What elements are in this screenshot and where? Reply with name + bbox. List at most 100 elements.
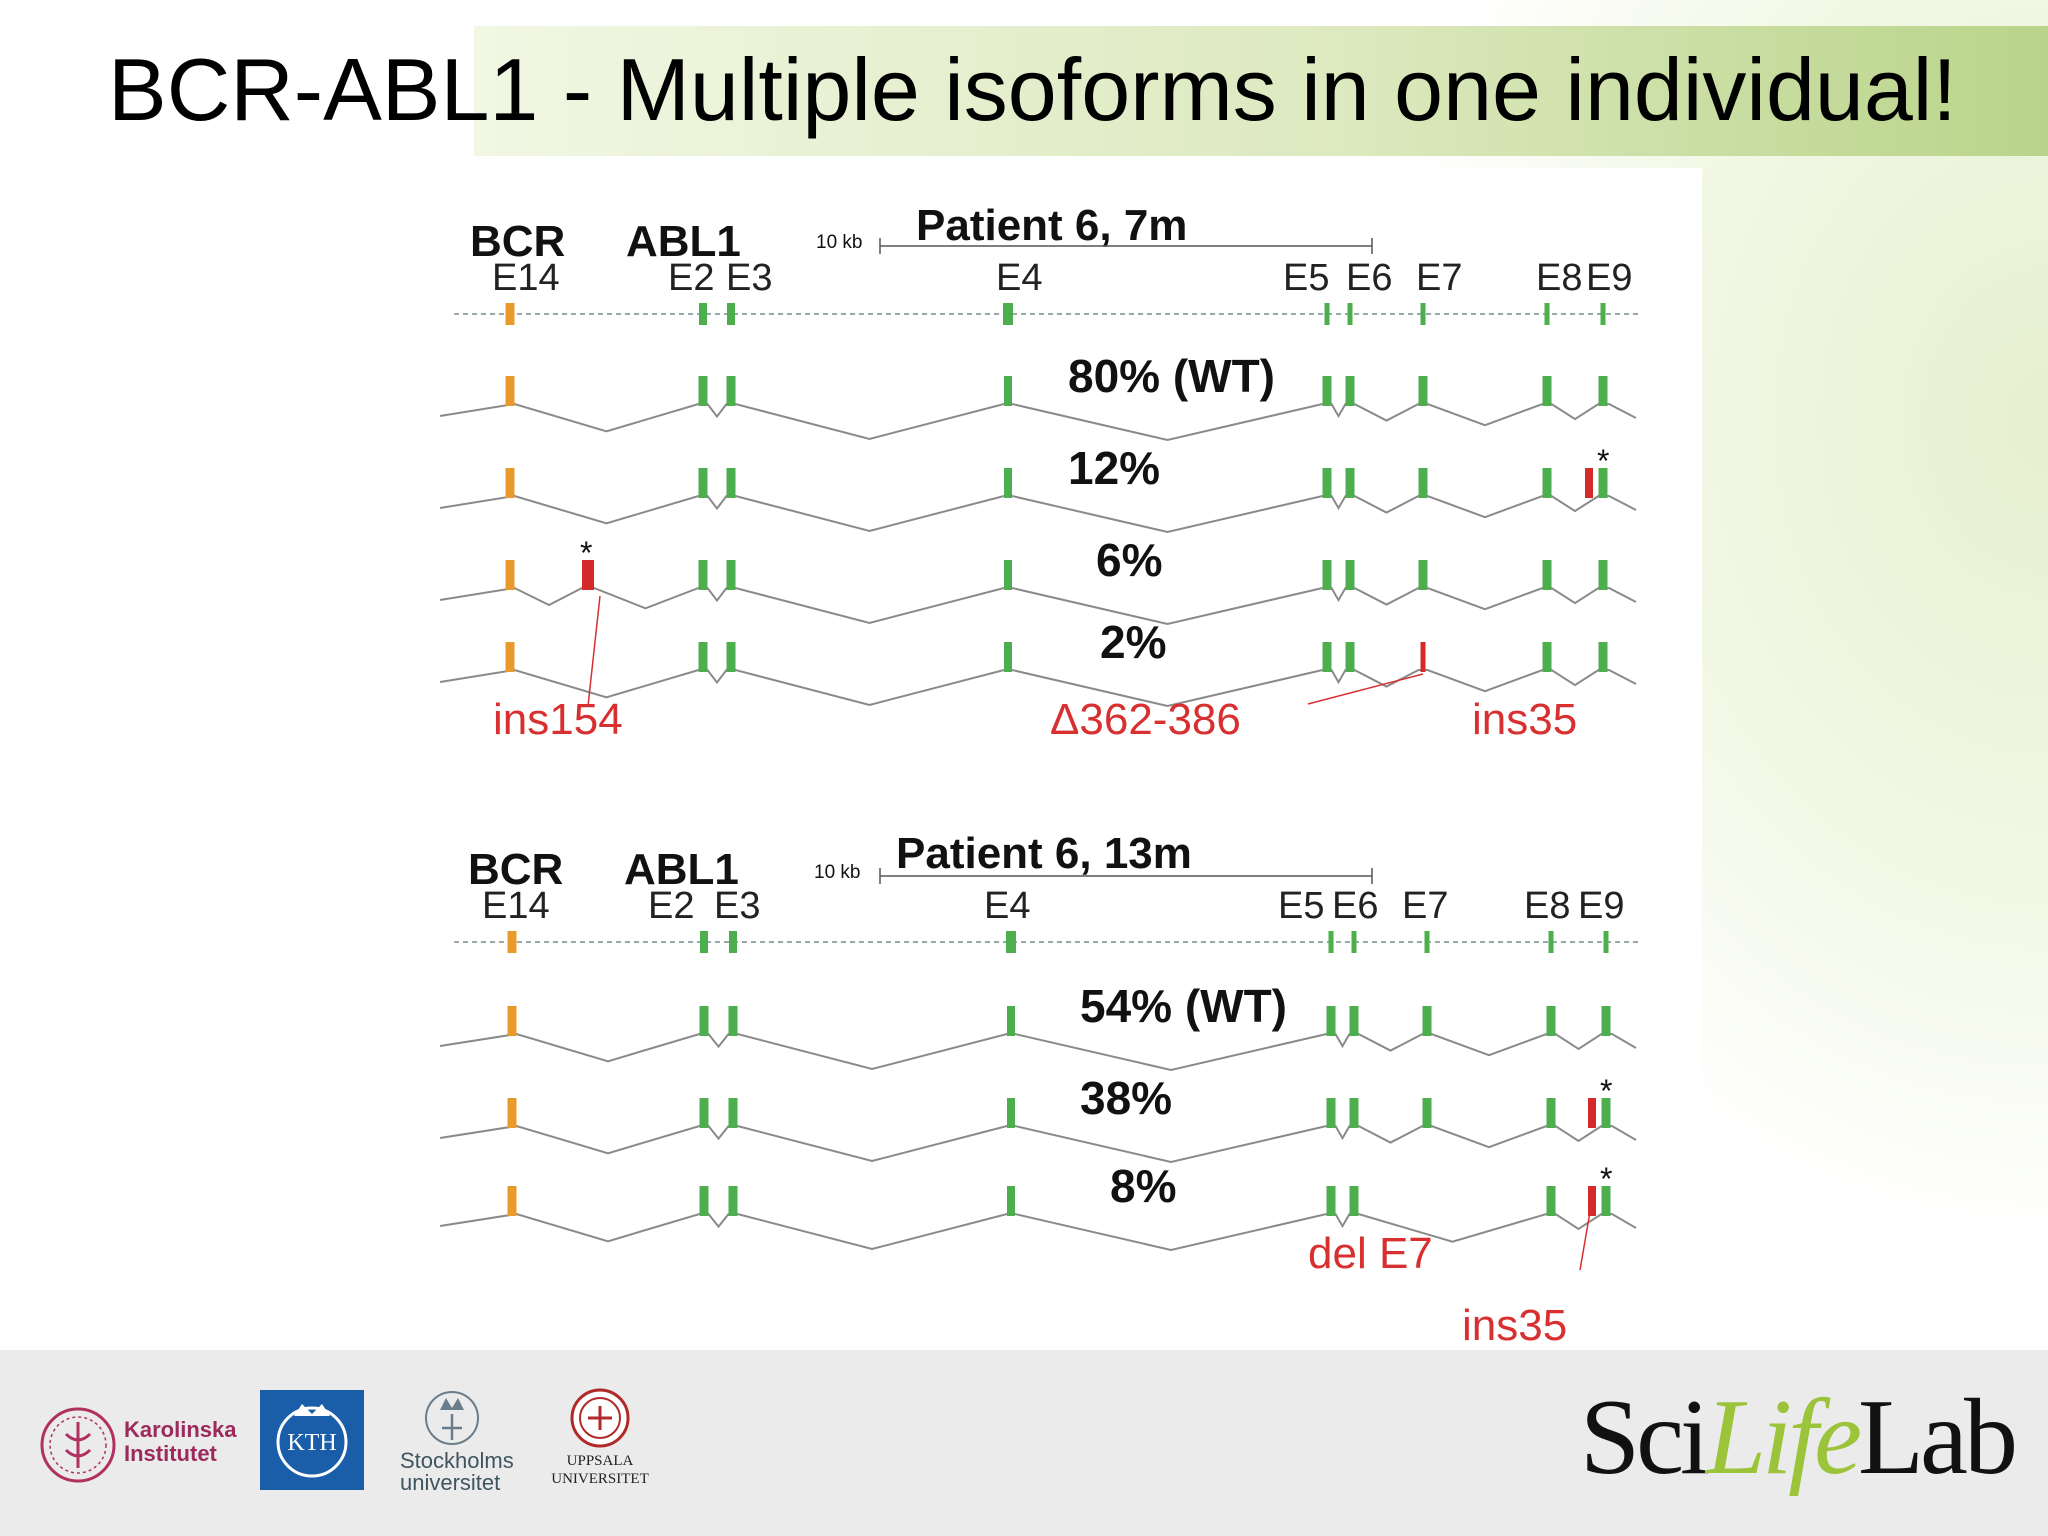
panel1-isoform-2-exon-5 [1345, 468, 1355, 498]
panel1-isoform-1-exon-2 [726, 376, 736, 406]
scilifelab-logo: SciLifeLab [1560, 1370, 2040, 1520]
panel1-isoform-2-ins35-exon [1585, 468, 1593, 498]
panel2-isoform-3-exon-7 [1601, 1186, 1611, 1216]
panel1-genomic-exon-e2 [699, 303, 707, 325]
kth-crest-icon [276, 1404, 348, 1478]
panel2-isoform-1-exon-4 [1326, 1006, 1336, 1036]
panel1-isoform-1-exon-0 [505, 376, 515, 406]
panel1-isoform-2-exon-7 [1542, 468, 1552, 498]
panel2-isoform-2-asterisk: * [1600, 1073, 1612, 1109]
panel2-isoform-3-exon-6 [1546, 1186, 1556, 1216]
panel1-genomic-exon-e3 [727, 303, 735, 325]
panel1-isoform-3-exon-3 [726, 560, 736, 590]
panel1-isoform-3-asterisk: * [580, 535, 592, 571]
panel1-genomic-exon-e4 [1003, 303, 1013, 325]
panel1-genomic-exon-e14 [505, 303, 515, 325]
panel1-isoform-1-intron-path [439, 402, 1637, 442]
panel2-isoform-3-label: 8% [1110, 1160, 1176, 1212]
panel1-annotation-delta: Δ362-386 [1050, 695, 1241, 744]
panel2-isoform-1-exon-5 [1349, 1006, 1359, 1036]
panel1-isoform-3-exon-0 [505, 560, 515, 590]
kth-label: KTH [287, 1430, 337, 1456]
panel2-isoform-1-label: 54% (WT) [1080, 980, 1287, 1032]
panel1-genomic-exon-e9 [1600, 303, 1606, 325]
panel2-isoform-2-exon-3 [1007, 1098, 1015, 1128]
panel1-delta-pointer [1307, 673, 1424, 705]
panel2-bcr-label: BCR [468, 845, 563, 894]
panel1-exon-label-e9: E9 [1586, 257, 1632, 299]
panel1-isoform-3-exon-5 [1322, 560, 1332, 590]
panel1-exon-label-e3: E3 [726, 257, 772, 299]
panel1-isoform-4-label: 2% [1100, 616, 1166, 668]
karolinska-line-1: Karolinska [124, 1417, 237, 1442]
panel2-isoform-3-intron-path [439, 1212, 1637, 1252]
panel1-isoform-3-ins154-exon-1 [582, 560, 594, 590]
panel2-exon-label-e6: E6 [1332, 885, 1378, 927]
panel2-genomic-exon-e9 [1603, 931, 1609, 953]
panel1-isoform-2-exon-4 [1322, 468, 1332, 498]
panel1-isoform-2-exon-2 [726, 468, 736, 498]
panel1-isoform-4-exon-8 [1598, 642, 1608, 672]
panel1-isoform-2-exon-1 [698, 468, 708, 498]
panel2-exon-label-e7: E7 [1402, 885, 1448, 927]
panel1-isoform-2-exon-0 [505, 468, 515, 498]
panel2-annotation-del-e7: del E7 [1308, 1229, 1433, 1278]
panel2-genomic-exon-e7 [1424, 931, 1430, 953]
panel1-exon-label-e8: E8 [1536, 257, 1582, 299]
panel1-exon-label-e6: E6 [1346, 257, 1392, 299]
panel1-isoform-4-truncated-e7-exon-6 [1420, 642, 1426, 672]
panel1-isoform-1-exon-4 [1322, 376, 1332, 406]
panel2-exon-label-e14: E14 [482, 885, 550, 927]
panel1-exon-label-e4: E4 [996, 257, 1042, 299]
panel1-isoform-3-exon-9 [1598, 560, 1608, 590]
panel1-isoform-2-exon-6 [1418, 468, 1428, 498]
panel1-isoform-1-exon-5 [1345, 376, 1355, 406]
panel1-scale-label: 10 kb [816, 232, 862, 253]
panel1-title: Patient 6, 7m [916, 201, 1187, 250]
panel2-isoform-2-intron-path [439, 1124, 1637, 1164]
panel1-isoform-1-exon-6 [1418, 376, 1428, 406]
panel1-annotation-ins35: ins35 [1472, 695, 1577, 744]
panel1-genomic-exon-e5 [1324, 303, 1330, 325]
panel2-genomic-exon-e6 [1351, 931, 1357, 953]
panel2-annotation-ins35: ins35 [1462, 1301, 1567, 1350]
panel2-genomic-exon-e5 [1328, 931, 1334, 953]
panel2-genomic-exon-e3 [729, 931, 737, 953]
panel2-isoform-3-exon-3 [1007, 1186, 1015, 1216]
panel2-exon-label-e2: E2 [648, 885, 694, 927]
stockholm-university-logo: Stockholms universitet [396, 1384, 530, 1494]
panel2-isoform-2-exon-7 [1546, 1098, 1556, 1128]
panel1-isoform-2-asterisk: * [1597, 443, 1609, 479]
panel1-isoform-4-exon-4 [1322, 642, 1332, 672]
panel2-isoform-3-exon-2 [728, 1186, 738, 1216]
panel2-genomic-exon-e2 [700, 931, 708, 953]
panel1-annotation-ins154: ins154 [493, 695, 623, 744]
panel2-exon-label-e3: E3 [714, 885, 760, 927]
panel2-isoform-1-exon-7 [1546, 1006, 1556, 1036]
panel2-isoform-2-exon-0 [507, 1098, 517, 1128]
title-band [474, 26, 2048, 156]
panel2-isoform-1-exon-6 [1422, 1006, 1432, 1036]
panel1-bcr-label: BCR [470, 217, 565, 266]
scilifelab-life: Life [1706, 1378, 1862, 1497]
panel1-isoform-2-label: 12% [1068, 442, 1160, 494]
panel2-exon-label-e9: E9 [1578, 885, 1624, 927]
panel2-isoform-2-exon-6 [1422, 1098, 1432, 1128]
panel2-exon-label-e5: E5 [1278, 885, 1324, 927]
uppsala-university-logo: UPPSALA UNIVERSITET [540, 1384, 660, 1494]
panel2-isoform-3-asterisk: * [1600, 1161, 1612, 1197]
panel1-isoform-3-intron-path [439, 586, 1637, 626]
panel2-isoform-3-ins35-exon [1588, 1186, 1596, 1216]
panel1-isoform-2-exon-8 [1598, 468, 1608, 498]
panel2-abl1-label: ABL1 [624, 845, 739, 894]
panel2-genomic-exon-e14 [507, 931, 517, 953]
panel2-exon-label-e8: E8 [1524, 885, 1570, 927]
slide-title: BCR-ABL1 - Multiple isoforms in one indi… [108, 40, 1957, 139]
panel2-isoform-3-exon-0 [507, 1186, 517, 1216]
panel1-isoform-3-exon-2 [698, 560, 708, 590]
panel2-isoform-2-exon-4 [1326, 1098, 1336, 1128]
panel2-isoform-1-exon-0 [507, 1006, 517, 1036]
panel1-isoform-4-exon-1 [698, 642, 708, 672]
panel2-isoform-1-exon-2 [728, 1006, 738, 1036]
